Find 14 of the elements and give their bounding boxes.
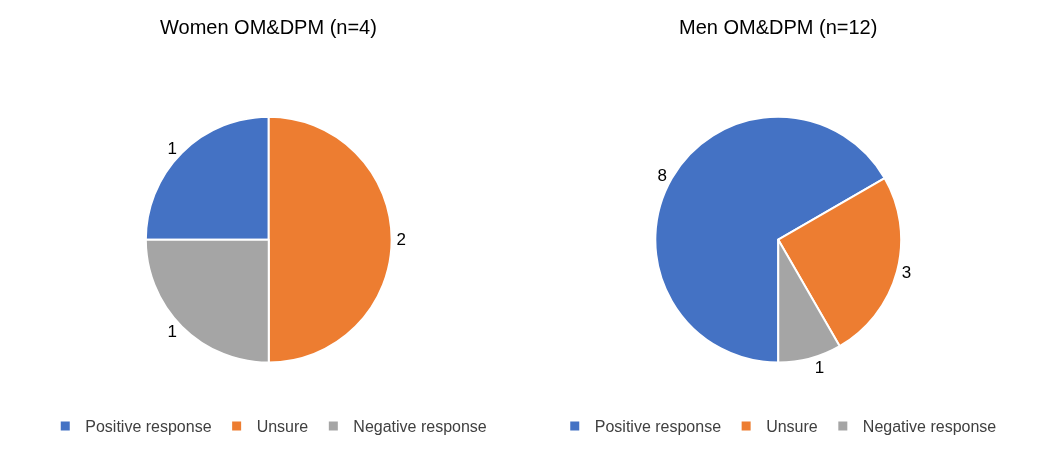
data-label: 1: [814, 357, 825, 377]
legend-label: Positive response: [594, 418, 722, 436]
data-label: 2: [396, 230, 406, 250]
data-label: 3: [901, 262, 912, 282]
chart-title: Women OM&DPM (n=4): [160, 16, 377, 38]
chart-title: Men OM&DPM (n=12): [679, 16, 878, 38]
legend-label: Negative response: [353, 418, 487, 436]
legend-label: Negative response: [862, 418, 997, 436]
data-label: 1: [167, 138, 178, 158]
legend-label: Unsure: [766, 418, 818, 436]
data-label: 1: [167, 321, 178, 341]
data-label: 8: [657, 166, 668, 186]
legend-label: Unsure: [256, 418, 309, 436]
legend-label: Positive response: [85, 418, 212, 436]
